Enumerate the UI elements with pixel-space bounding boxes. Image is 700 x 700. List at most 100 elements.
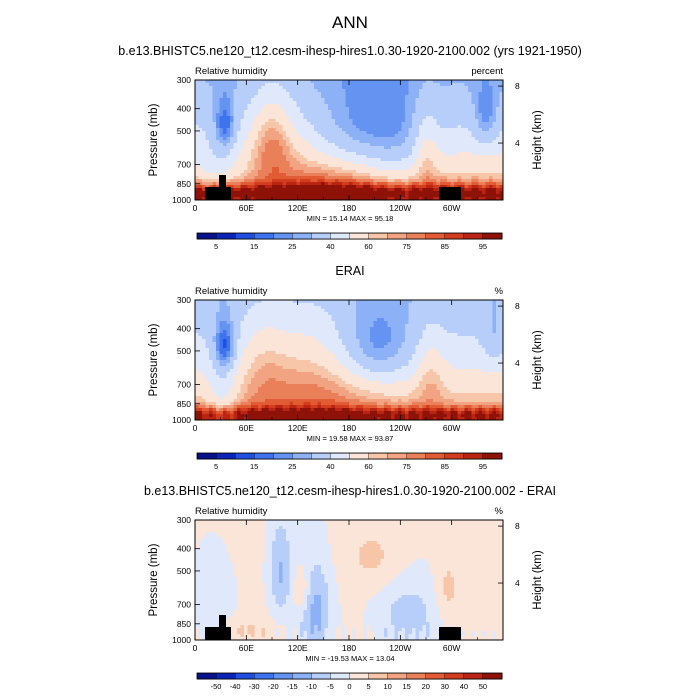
field-cell (499, 333, 504, 337)
field-cell (223, 303, 228, 307)
field-cell (464, 104, 469, 108)
field-cell (324, 89, 329, 93)
field-cell (359, 327, 364, 331)
field-cell (380, 146, 385, 150)
field-cell (450, 116, 455, 120)
field-cell (426, 146, 431, 150)
field-cell (212, 152, 217, 156)
field-cell (492, 161, 497, 165)
field-cell (275, 188, 280, 192)
field-cell (317, 176, 322, 180)
panel-title: ERAI (335, 264, 364, 278)
field-cell (352, 164, 357, 168)
field-cell (391, 336, 396, 340)
field-cell (272, 173, 277, 177)
field-cell (307, 164, 312, 168)
field-cell (377, 315, 382, 319)
field-cell (230, 318, 235, 322)
field-cell (485, 134, 490, 138)
field-cell (258, 336, 263, 340)
field-cell (405, 107, 410, 111)
field-cell (230, 146, 235, 150)
field-cell (247, 330, 252, 334)
field-cell (394, 167, 399, 171)
field-cell (352, 101, 357, 105)
field-cell (496, 149, 501, 153)
field-cell (342, 140, 347, 144)
field-cell (450, 92, 455, 96)
field-cell (447, 161, 452, 165)
field-cell (419, 92, 424, 96)
field-cell (303, 303, 308, 307)
field-cell (464, 92, 469, 96)
field-cell (349, 134, 354, 138)
field-cell (454, 306, 459, 310)
field-cell (468, 342, 473, 346)
field-cell (478, 95, 483, 99)
field-cell (345, 339, 350, 343)
field-cell (251, 188, 256, 192)
field-cell (415, 104, 420, 108)
field-cell (314, 92, 319, 96)
field-cell (303, 104, 308, 108)
field-cell (461, 89, 466, 93)
field-cell (440, 158, 445, 162)
field-cell (331, 194, 336, 198)
field-cell (471, 306, 476, 310)
field-cell (307, 107, 312, 111)
field-cell (352, 161, 357, 165)
field-cell (471, 161, 476, 165)
field-cell (275, 104, 280, 108)
field-cell (457, 306, 462, 310)
field-cell (356, 107, 361, 111)
field-cell (499, 318, 504, 322)
field-cell (450, 152, 455, 156)
field-cell (279, 318, 284, 322)
field-cell (307, 134, 312, 138)
field-cell (282, 318, 287, 322)
field-cell (478, 321, 483, 325)
field-cell (282, 170, 287, 174)
field-cell (226, 339, 231, 343)
field-cell (450, 86, 455, 90)
field-cell (384, 179, 389, 183)
field-cell (202, 303, 207, 307)
field-cell (405, 122, 410, 126)
field-cell (496, 101, 501, 105)
field-cell (401, 315, 406, 319)
field-cell (492, 327, 497, 331)
field-cell (489, 146, 494, 150)
field-cell (223, 80, 228, 84)
field-cell (261, 131, 266, 135)
field-cell (321, 104, 326, 108)
field-cell (212, 143, 217, 147)
field-cell (275, 98, 280, 102)
field-cell (363, 83, 368, 87)
field-cell (384, 113, 389, 117)
field-cell (387, 89, 392, 93)
field-cell (461, 303, 466, 307)
field-cell (335, 179, 340, 183)
field-cell (482, 182, 487, 186)
field-cell (321, 125, 326, 129)
field-cell (464, 86, 469, 90)
field-cell (279, 131, 284, 135)
field-cell (489, 113, 494, 117)
field-cell (394, 318, 399, 322)
field-cell (373, 188, 378, 192)
field-cell (317, 324, 322, 328)
field-cell (345, 137, 350, 141)
field-cell (324, 303, 329, 307)
field-cell (265, 179, 270, 183)
field-cell (496, 137, 501, 141)
field-cell (198, 155, 203, 159)
field-cell (447, 170, 452, 174)
field-cell (331, 318, 336, 322)
field-cell (373, 92, 378, 96)
field-cell (440, 179, 445, 183)
field-cell (443, 101, 448, 105)
field-cell (293, 345, 298, 349)
field-cell (447, 155, 452, 159)
field-cell (275, 345, 280, 349)
field-cell (391, 104, 396, 108)
